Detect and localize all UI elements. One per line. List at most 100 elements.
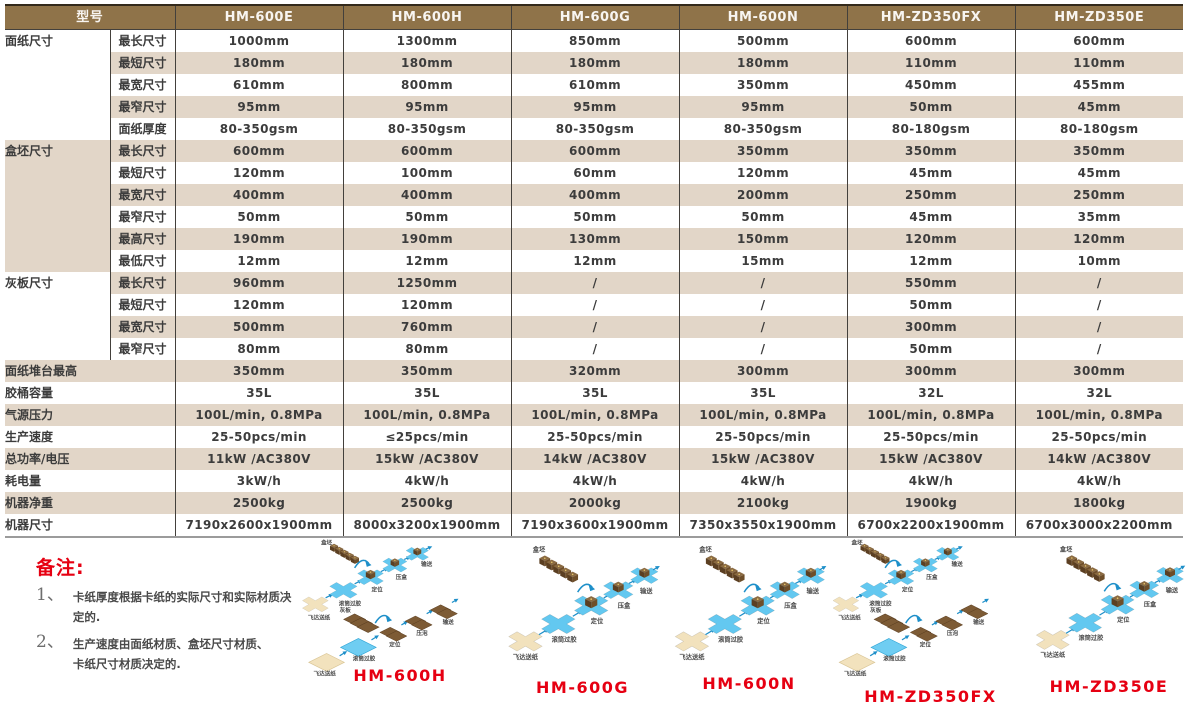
spec-value: 80-180gsm [1059, 122, 1139, 136]
spec-value: 60mm [511, 162, 680, 184]
spec-value: 4kW/h [343, 470, 512, 492]
row-label: 最窄尺寸 [110, 338, 176, 360]
spec-value: 110mm [1015, 52, 1183, 74]
spec-value: / [511, 272, 680, 294]
station-label: 输送 [973, 618, 985, 626]
spec-value: 50mm [847, 96, 1016, 118]
spec-value: 7190x2600x1900mm [175, 514, 344, 538]
station-label: 输送 [807, 586, 820, 595]
spec-value: 15kW /AC380V [847, 448, 1016, 470]
spec-row: 总功率/电压 11kW /AC380V 15kW /AC380V 14kW /AC38… [5, 448, 1183, 470]
spec-value: 35L [679, 382, 848, 404]
spec-value: / [679, 316, 848, 338]
bottom-section: 备注: 1、 卡纸厚度根据卡纸的实际尺寸和实际材质决定的. 2、 生产速度由面纸材质、… [0, 537, 1190, 707]
spec-row: 灰板尺寸 最长尺寸 960mm 1250mm //550mm / [5, 272, 1183, 360]
spec-value: 12mm [343, 250, 512, 272]
station-label: 定位 [388, 640, 401, 648]
station-label: 压盒 [784, 601, 797, 610]
spec-value: 150mm [679, 228, 848, 250]
model-column-header: 型号 [5, 4, 176, 30]
spec-value: 50mm [343, 206, 512, 228]
diagram-HM-600G: 盒坯 飞达送纸 滚筒过胶 定位 压盒 输送 HM-600G [500, 537, 665, 707]
spec-row: 最低尺寸 12mm 12mm 12mm 15mm 12mm 10mm [5, 250, 1183, 272]
spec-value: 960mm [175, 272, 344, 294]
row-label: 最宽尺寸 [110, 316, 176, 338]
model-header-HM-600H: HM-600H [343, 4, 512, 30]
spec-value: 800mm [343, 74, 512, 96]
spec-value: 500mm [679, 29, 848, 52]
spec-value: 4kW/h [847, 470, 1016, 492]
station-label: 压盒 [396, 573, 408, 581]
spec-value: 610mm [511, 74, 680, 96]
station-label: 盒坯 [850, 538, 863, 546]
note-text: 生产速度由面纸材质、盒坯尺寸材质、 卡纸尺寸材质决定的. [72, 637, 269, 671]
model-header-HM-600E: HM-600E [175, 4, 344, 30]
spec-value: 400mm [511, 184, 680, 206]
row-label: 最短尺寸 [110, 162, 176, 184]
station-label: 压泡 [416, 629, 428, 637]
station-label: 滚筒过胶 [718, 634, 744, 643]
row-label: 最宽尺寸 [110, 184, 176, 206]
station-label: 输送 [421, 560, 433, 568]
spec-value: 35L [343, 382, 512, 404]
diagram-model-name: HM-ZD350E [1049, 677, 1169, 696]
model-header-HM-ZD350FX: HM-ZD350FX [847, 4, 1016, 30]
spec-value: 50mm [679, 206, 848, 228]
spec-row: 气源压力 100L/min, 0.8MPa 100L/min, 0.8MPa 100L… [5, 404, 1183, 426]
spec-value: 3kW/h [175, 470, 344, 492]
row-label: 最宽尺寸 [110, 74, 176, 96]
row-label: 最低尺寸 [110, 250, 176, 272]
spec-value: 350mm [847, 140, 1016, 162]
spec-value: 95mm [679, 96, 848, 118]
spec-value: 600mm [343, 140, 512, 162]
spec-row: 最宽尺寸 400mm 400mm 400mm 200mm 250mm 250mm [5, 184, 1183, 206]
row-label: 胶桶容量 [5, 382, 176, 404]
spec-value: 95mm [511, 96, 680, 118]
spec-value: 300mm [847, 360, 1016, 382]
spec-row: 最短尺寸 120mm 120mm //50mm / [5, 294, 1183, 316]
note-text: 卡纸厚度根据卡纸的实际尺寸和实际材质决定的. [72, 590, 292, 624]
spec-value: 100L/min, 0.8MPa [847, 404, 1016, 426]
spec-value: 350mm [679, 140, 848, 162]
spec-value: / [679, 338, 848, 360]
spec-value: 50mm [511, 206, 680, 228]
station-label: 滚筒过胶 [1079, 634, 1105, 642]
spec-value: 4kW/h [1077, 474, 1122, 488]
spec-value: 250mm [847, 184, 1016, 206]
spec-value: 12mm [511, 250, 680, 272]
spec-value: 600mm [1073, 34, 1126, 48]
diagram-HM-600H: 盒坯 飞达送纸 滚筒过胶 定位 压盒 输送 灰板 飞达送纸 滚筒过胶 定位 压泡 输送 HM-600H [300, 537, 500, 707]
spec-row: 最窄尺寸 50mm 50mm 50mm 50mm 45mm 35mm [5, 206, 1183, 228]
station-label: 定位 [370, 585, 383, 593]
row-label: 最长尺寸 [110, 29, 176, 52]
station-label: 滚筒过胶 [883, 654, 906, 662]
spec-value: 100L/min, 0.8MPa [175, 404, 344, 426]
spec-value: 300mm [847, 316, 1016, 338]
spec-table: 型号 HM-600E HM-600H HM-600G HM-600N HM-ZD350FX… [5, 4, 1183, 538]
spec-value: 80mm [175, 338, 344, 360]
spec-value: 120mm [175, 162, 344, 184]
spec-value: / [511, 338, 680, 360]
row-label: 最长尺寸 [110, 140, 176, 162]
spec-value: 190mm [343, 228, 512, 250]
diagram-model-name: HM-ZD350FX [864, 687, 997, 706]
station-label: 飞达送纸 [844, 669, 867, 677]
row-label: 机器净重 [5, 492, 176, 514]
notes-title: 备注: [36, 557, 85, 579]
spec-value: 550mm [847, 272, 1016, 294]
spec-row: 最窄尺寸 80mm 80mm //50mm / [5, 338, 1183, 360]
spec-value: 120mm [175, 294, 344, 316]
spec-value: 1000mm [175, 29, 344, 52]
spec-value: 32L [847, 382, 1016, 404]
row-label: 最窄尺寸 [110, 96, 176, 118]
machine-flow-diagrams: 盒坯 飞达送纸 滚筒过胶 定位 压盒 输送 灰板 飞达送纸 滚筒过胶 定位 压泡 输送 HM-600H 盒… [300, 537, 1190, 707]
spec-value: 11kW /AC380V [175, 448, 344, 470]
spec-row: 最宽尺寸 500mm 760mm //300mm / [5, 316, 1183, 338]
station-label: 压泡 [947, 629, 959, 637]
model-header-HM-600G: HM-600G [511, 4, 680, 30]
spec-value: 455mm [1073, 78, 1126, 92]
spec-value: 600mm [511, 140, 680, 162]
spec-value: 120mm [343, 294, 512, 316]
